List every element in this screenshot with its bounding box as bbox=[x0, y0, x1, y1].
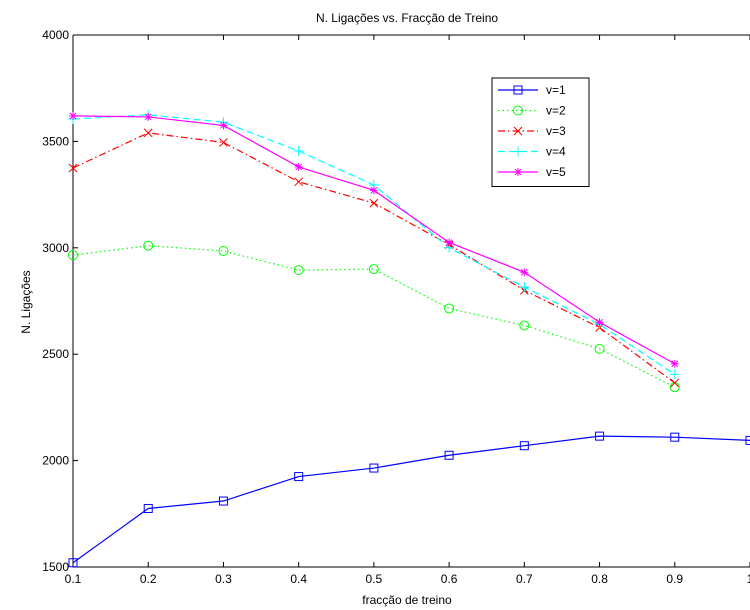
x-tick-label: 0.3 bbox=[215, 572, 232, 586]
marker-x bbox=[143, 128, 153, 138]
marker-plus bbox=[293, 145, 304, 156]
marker-square bbox=[670, 432, 680, 442]
x-tick-label: 1 bbox=[747, 572, 750, 586]
y-tick-label: 3500 bbox=[42, 134, 69, 148]
marker-x bbox=[513, 126, 523, 136]
y-tick-label: 2500 bbox=[42, 347, 69, 361]
marker-star bbox=[514, 168, 522, 176]
series-line bbox=[72, 435, 750, 564]
x-tick-label: 0.7 bbox=[516, 572, 533, 586]
y-axis-label: N. Ligações bbox=[19, 270, 33, 333]
marker-circle bbox=[513, 105, 523, 116]
plot-area: 0.1 0.2 0.3 0.4 0.5 0.6 0.7 0.8 0.9 1 1500 2000 2500… bbox=[42, 28, 750, 586]
legend: v=1 v=2 v=3 v=4 v=5 bbox=[491, 77, 590, 187]
x-tick-label: 0.4 bbox=[290, 572, 307, 586]
series-v2 bbox=[68, 240, 680, 393]
marker-circle bbox=[444, 303, 455, 314]
marker-square bbox=[369, 463, 379, 473]
marker-square bbox=[745, 435, 750, 445]
marker-star bbox=[369, 186, 378, 195]
legend-box bbox=[491, 77, 590, 187]
x-axis-label: fracção de treino bbox=[362, 593, 452, 607]
marker-square bbox=[294, 472, 304, 482]
legend-label: v=3 bbox=[546, 124, 566, 138]
y-tick-label: 1500 bbox=[42, 560, 69, 574]
x-tick-label: 0.5 bbox=[366, 572, 383, 586]
x-tick-label: 0.8 bbox=[591, 572, 608, 586]
marker-plus bbox=[519, 282, 530, 293]
marker-plus bbox=[669, 369, 680, 380]
x-tick-label: 0.2 bbox=[140, 572, 157, 586]
marker-circle bbox=[368, 264, 379, 275]
marker-star bbox=[520, 268, 529, 277]
legend-label: v=2 bbox=[546, 104, 566, 118]
marker-circle bbox=[218, 245, 229, 256]
series-v5 bbox=[69, 111, 679, 368]
marker-plus bbox=[513, 146, 523, 157]
x-tick-label: 0.9 bbox=[666, 572, 683, 586]
marker-x bbox=[219, 138, 228, 147]
marker-square bbox=[218, 496, 228, 506]
marker-x bbox=[68, 163, 78, 173]
marker-square bbox=[595, 431, 605, 441]
marker-x bbox=[670, 378, 680, 388]
marker-star bbox=[445, 238, 454, 247]
marker-x bbox=[294, 177, 304, 187]
marker-star bbox=[144, 112, 153, 121]
x-tick-label: 0.1 bbox=[65, 572, 82, 586]
y-tick-label: 4000 bbox=[42, 28, 69, 42]
marker-circle bbox=[68, 250, 78, 261]
marker-star bbox=[595, 318, 604, 327]
marker-square bbox=[513, 85, 523, 95]
marker-circle bbox=[143, 240, 154, 251]
marker-star bbox=[219, 121, 228, 130]
marker-square bbox=[143, 503, 153, 513]
y-tick-label: 2000 bbox=[42, 454, 69, 468]
chart-title: N. Ligações vs. Fracção de Treino bbox=[316, 11, 498, 25]
series-line bbox=[72, 245, 676, 388]
marker-square bbox=[68, 558, 78, 568]
marker-circle bbox=[594, 343, 605, 354]
marker-x bbox=[369, 198, 379, 208]
series-v1 bbox=[68, 431, 750, 568]
marker-circle bbox=[293, 265, 304, 276]
marker-star bbox=[670, 359, 679, 368]
legend-label: v=4 bbox=[546, 145, 566, 159]
marker-star bbox=[69, 111, 77, 120]
legend-label: v=5 bbox=[546, 165, 566, 179]
x-tick-label: 0.6 bbox=[441, 572, 458, 586]
marker-square bbox=[519, 441, 529, 451]
y-tick-label: 3000 bbox=[42, 241, 69, 255]
legend-label: v=1 bbox=[546, 83, 566, 97]
marker-star bbox=[294, 162, 303, 171]
marker-square bbox=[444, 450, 454, 460]
marker-circle bbox=[519, 320, 530, 331]
